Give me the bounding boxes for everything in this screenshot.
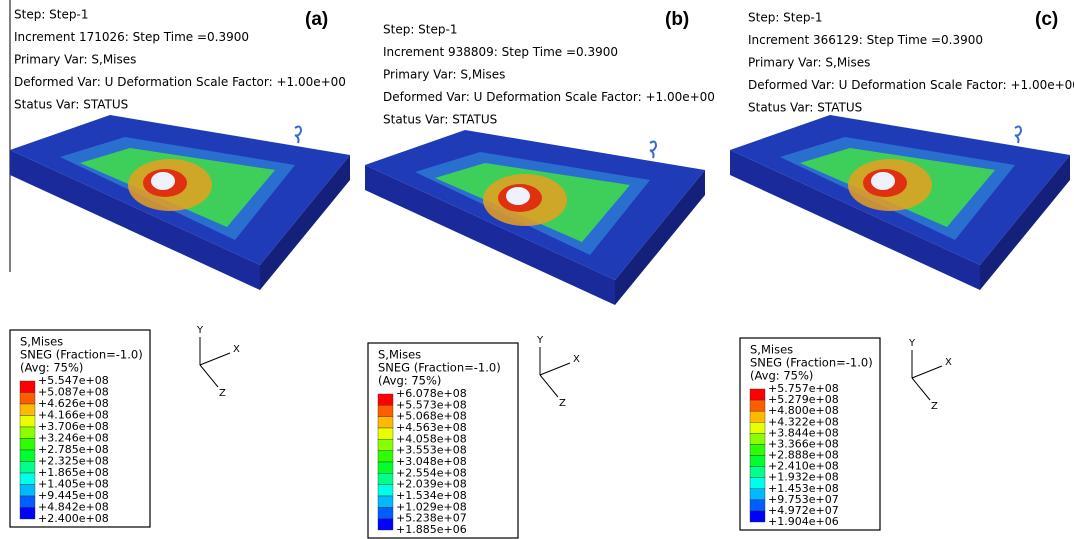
panel-label: (b) (665, 9, 689, 30)
panel-label: (c) (1035, 9, 1058, 30)
legend-swatch (20, 485, 35, 497)
legend-value: +1.904e+06 (768, 515, 839, 528)
legend-swatch (378, 496, 393, 507)
header-line: Deformed Var: U Deformation Scale Factor… (383, 90, 715, 104)
legend-title: S,Mises (378, 348, 421, 362)
legend-value: +2.400e+08 (38, 512, 109, 525)
header-line: Status Var: STATUS (748, 101, 862, 115)
triad-lines (912, 350, 942, 400)
legend-swatch (750, 489, 765, 500)
panel-label: (a) (305, 9, 328, 30)
legend-swatch (750, 400, 765, 411)
legend-swatch (750, 422, 765, 433)
legend-swatch (378, 451, 393, 462)
triad-y: Y (536, 335, 544, 346)
view-icon (1015, 127, 1021, 143)
legend-swatch (750, 433, 765, 444)
header-line: Deformed Var: U Deformation Scale Factor… (14, 75, 346, 89)
legend-swatch (20, 416, 35, 428)
legend-value: +1.885e+06 (396, 523, 467, 536)
triad-z: Z (219, 388, 226, 399)
header-line: Primary Var: S,Mises (383, 68, 505, 82)
legend-title: SNEG (Fraction=-1.0) (750, 356, 873, 370)
legend-title: S,Mises (20, 335, 63, 349)
header-line: Step: Step-1 (383, 23, 457, 37)
legend-swatch (20, 496, 35, 508)
header-line: Increment 171026: Step Time =0.3900 (14, 30, 249, 44)
legend-swatch (378, 428, 393, 439)
legend-swatch (20, 439, 35, 451)
triad-x: X (945, 357, 952, 368)
deformed-area (151, 172, 175, 190)
legend-swatch (378, 394, 393, 405)
legend-swatch (20, 450, 35, 462)
triad-lines (540, 347, 570, 397)
legend-title: (Avg: 75%) (20, 361, 83, 375)
legend-swatch (20, 427, 35, 439)
legend-swatch (750, 467, 765, 478)
triad-y: Y (908, 338, 916, 349)
header-line: Step: Step-1 (748, 11, 822, 25)
legend-title: SNEG (Fraction=-1.0) (20, 348, 143, 362)
legend-swatch (378, 507, 393, 518)
triad-y: Y (196, 325, 204, 336)
legend-swatch (378, 439, 393, 450)
legend-swatch (750, 478, 765, 489)
header-line: Increment 938809: Step Time =0.3900 (383, 45, 618, 59)
legend-swatch (750, 511, 765, 522)
legend-swatch (378, 485, 393, 496)
legend-title: S,Mises (750, 343, 793, 357)
legend-swatch (20, 381, 35, 393)
triad-z: Z (931, 401, 938, 412)
legend-swatch (20, 393, 35, 405)
legend-swatch (378, 417, 393, 428)
axis-triad: Y X Z (536, 335, 580, 409)
legend-title: (Avg: 75%) (750, 369, 813, 383)
legend-title: (Avg: 75%) (378, 374, 441, 388)
deformed-area (506, 187, 530, 205)
axis-triad: Y X Z (196, 325, 240, 399)
legend-swatch (20, 462, 35, 474)
view-icon (295, 127, 301, 143)
triad-z: Z (559, 398, 566, 409)
legend-swatch (20, 508, 35, 520)
legend-swatch (378, 405, 393, 416)
legend-swatch (378, 473, 393, 484)
figure: Step: Step-1 Increment 171026: Step Time … (0, 0, 1074, 539)
header-line: Status Var: STATUS (383, 113, 497, 127)
legend-title: SNEG (Fraction=-1.0) (378, 361, 501, 375)
legend-swatch (750, 500, 765, 511)
legend-swatch (750, 456, 765, 467)
header-line: Primary Var: S,Mises (14, 53, 136, 67)
triad-x: X (233, 344, 240, 355)
axis-triad: Y X Z (908, 338, 952, 412)
legend-swatch (20, 404, 35, 416)
header-line: Primary Var: S,Mises (748, 56, 870, 70)
legend-swatch (20, 473, 35, 485)
legend-swatch (750, 444, 765, 455)
header-line: Status Var: STATUS (14, 98, 128, 112)
view-icon (650, 142, 656, 158)
triad-lines (200, 337, 230, 387)
legend-swatch (750, 411, 765, 422)
legend-swatch (378, 462, 393, 473)
triad-x: X (573, 354, 580, 365)
header-line: Increment 366129: Step Time =0.3900 (748, 33, 983, 47)
legend-swatch (378, 519, 393, 530)
deformed-area (871, 172, 895, 190)
header-line: Deformed Var: U Deformation Scale Factor… (748, 78, 1074, 92)
legend-swatch (750, 389, 765, 400)
header-line: Step: Step-1 (14, 8, 88, 22)
